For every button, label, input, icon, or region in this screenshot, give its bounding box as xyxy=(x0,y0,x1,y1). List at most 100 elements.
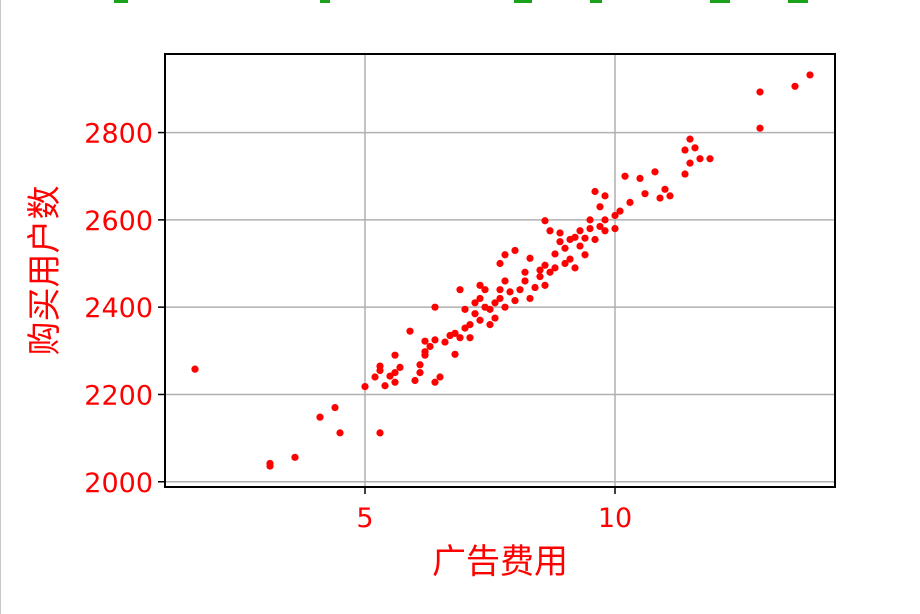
data-point xyxy=(491,314,499,322)
data-point xyxy=(556,229,564,237)
data-point xyxy=(561,244,569,252)
data-point xyxy=(391,378,399,386)
grid-lines xyxy=(165,54,835,487)
data-point xyxy=(531,283,539,292)
data-point xyxy=(546,268,554,276)
data-point xyxy=(496,286,504,294)
data-point xyxy=(456,334,464,342)
data-point xyxy=(576,242,584,250)
data-point xyxy=(611,211,619,220)
data-point xyxy=(396,363,404,372)
data-point xyxy=(681,146,689,154)
tick-labels: 5 10 2000 2200 2400 2600 2800 xyxy=(84,119,632,534)
data-point xyxy=(596,203,604,211)
data-point xyxy=(376,362,384,370)
data-point xyxy=(641,190,649,198)
y-tick-label: 2400 xyxy=(84,293,153,324)
data-point xyxy=(691,144,699,152)
data-point xyxy=(391,369,399,377)
data-point xyxy=(591,187,599,196)
data-point xyxy=(681,170,689,178)
window-left-border xyxy=(0,0,1,614)
data-point xyxy=(601,192,609,200)
data-point xyxy=(516,286,524,294)
data-point xyxy=(571,233,579,241)
data-point xyxy=(451,329,459,337)
plot-frame xyxy=(164,53,836,488)
data-point xyxy=(651,168,659,176)
data-point xyxy=(461,324,469,332)
data-point xyxy=(381,382,389,390)
data-point xyxy=(426,342,434,351)
data-point xyxy=(451,350,459,358)
data-point xyxy=(506,288,514,296)
data-point xyxy=(546,227,554,235)
x-tick-label: 10 xyxy=(598,503,632,534)
data-point xyxy=(656,194,664,202)
data-point xyxy=(686,135,694,143)
data-point xyxy=(496,259,504,268)
clipped-header-text xyxy=(70,0,830,6)
data-point xyxy=(431,303,439,311)
data-point xyxy=(386,372,394,380)
data-point xyxy=(361,383,369,391)
data-point xyxy=(331,403,339,412)
data-point xyxy=(501,277,509,285)
y-tick-label: 2600 xyxy=(84,206,153,237)
data-point xyxy=(696,155,704,163)
data-point xyxy=(536,266,544,274)
data-point xyxy=(686,159,694,167)
data-point xyxy=(561,259,569,268)
data-point xyxy=(626,198,634,207)
data-point xyxy=(566,255,574,263)
y-tick-label: 2800 xyxy=(84,119,153,150)
data-point xyxy=(456,286,464,294)
data-point xyxy=(576,227,584,235)
data-point xyxy=(611,224,619,233)
data-point xyxy=(551,264,559,272)
data-point xyxy=(291,453,299,461)
data-point xyxy=(491,299,499,307)
data-point xyxy=(581,251,589,259)
data-point xyxy=(791,82,799,90)
data-point xyxy=(436,373,444,381)
data-point xyxy=(596,222,604,231)
data-point xyxy=(601,216,609,224)
data-point xyxy=(586,224,594,233)
data-point xyxy=(581,234,589,242)
data-point xyxy=(471,299,479,307)
data-point xyxy=(371,373,379,381)
data-point xyxy=(636,174,644,183)
data-point xyxy=(476,281,484,289)
data-point xyxy=(376,429,384,437)
data-point xyxy=(476,316,484,324)
data-point xyxy=(666,192,674,200)
data-point xyxy=(541,217,549,225)
data-point xyxy=(486,321,494,329)
data-point xyxy=(336,429,344,437)
data-point xyxy=(431,378,439,386)
data-point xyxy=(521,277,529,285)
data-point xyxy=(706,155,714,163)
data-point xyxy=(591,235,599,244)
data-point xyxy=(571,264,579,272)
data-point xyxy=(586,216,594,224)
data-point xyxy=(501,303,509,311)
data-point xyxy=(471,310,479,318)
data-point xyxy=(486,305,494,313)
data-point xyxy=(476,294,484,303)
data-point xyxy=(526,254,534,262)
data-point xyxy=(756,124,764,132)
data-point xyxy=(431,336,439,344)
data-point xyxy=(521,268,529,276)
tick-marks xyxy=(158,131,616,494)
data-point xyxy=(501,251,509,259)
data-point xyxy=(406,327,414,335)
data-point xyxy=(551,250,559,258)
data-point xyxy=(806,71,814,79)
y-tick-label: 2200 xyxy=(84,380,153,411)
data-point xyxy=(661,185,669,193)
data-point xyxy=(541,261,549,269)
data-point xyxy=(461,305,469,313)
